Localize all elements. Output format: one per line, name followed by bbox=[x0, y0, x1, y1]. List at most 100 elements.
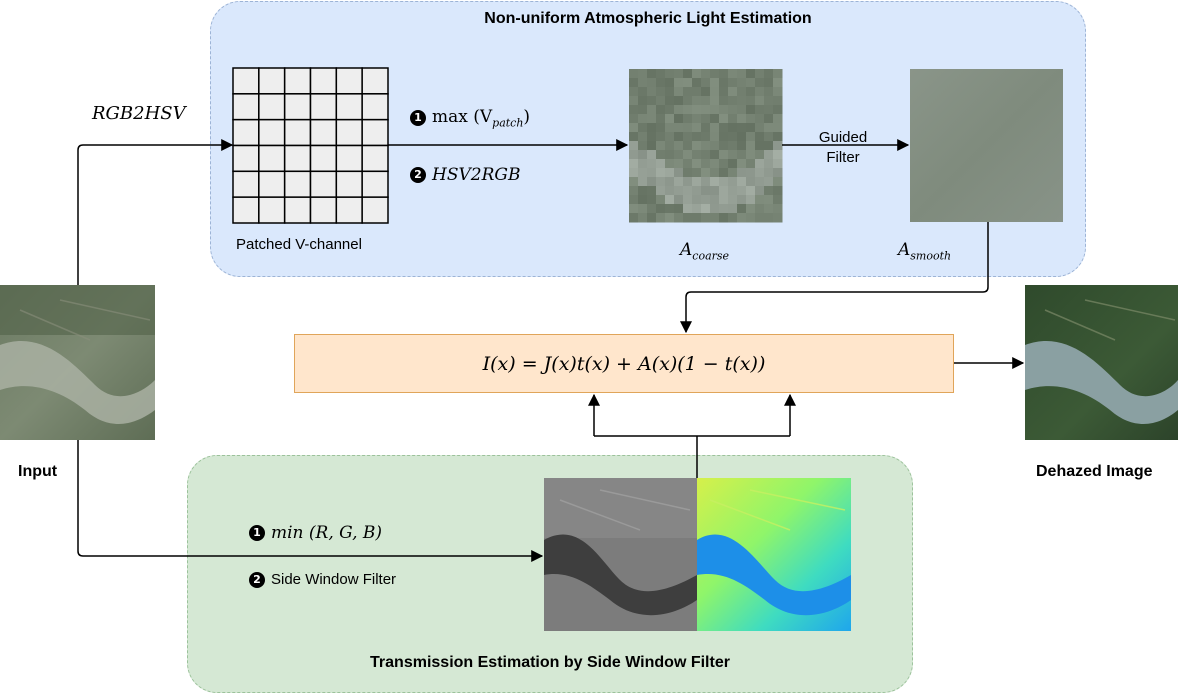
coarse-patch bbox=[719, 123, 729, 133]
coarse-patch bbox=[665, 195, 675, 205]
rgb2hsv-label: RGB2HSV bbox=[92, 103, 186, 124]
coarse-patch bbox=[629, 186, 639, 196]
coarse-patch bbox=[773, 105, 783, 115]
transmission-gray-image bbox=[544, 478, 697, 631]
coarse-patch bbox=[629, 132, 639, 142]
coarse-patch bbox=[701, 96, 711, 106]
coarse-patch bbox=[656, 204, 666, 214]
coarse-patch bbox=[629, 213, 639, 223]
coarse-patch bbox=[773, 213, 783, 223]
coarse-patch bbox=[683, 123, 693, 133]
coarse-patch bbox=[692, 186, 702, 196]
coarse-patch bbox=[656, 105, 666, 115]
coarse-patch bbox=[719, 213, 729, 223]
coarse-patch bbox=[746, 150, 756, 160]
grid-cell bbox=[309, 196, 338, 224]
coarse-patch bbox=[719, 87, 729, 97]
grid-cell bbox=[232, 67, 260, 95]
coarse-patch bbox=[656, 123, 666, 133]
scattering-equation: I(x) = J(x)t(x) + A(x)(1 − t(x)) bbox=[482, 352, 766, 375]
coarse-patch bbox=[665, 159, 675, 169]
coarse-patch bbox=[701, 195, 711, 205]
coarse-patch bbox=[629, 141, 639, 151]
coarse-patch bbox=[719, 186, 729, 196]
coarse-patch bbox=[710, 114, 720, 124]
coarse-patch bbox=[647, 87, 657, 97]
coarse-patch bbox=[773, 132, 783, 142]
coarse-patch bbox=[701, 87, 711, 97]
coarse-patch bbox=[764, 123, 774, 133]
coarse-patch bbox=[755, 78, 765, 88]
coarse-patch bbox=[746, 186, 756, 196]
coarse-patch bbox=[683, 177, 693, 187]
a-coarse-sub: coarse bbox=[692, 249, 730, 263]
coarse-patch bbox=[701, 213, 711, 223]
grid-cell bbox=[309, 118, 338, 147]
coarse-patch bbox=[746, 123, 756, 133]
coarse-patch bbox=[755, 195, 765, 205]
coarse-patch bbox=[746, 213, 756, 223]
coarse-patch bbox=[710, 96, 720, 106]
max-label: max (V bbox=[432, 107, 493, 127]
patched-v-channel-label: Patched V-channel bbox=[236, 236, 362, 253]
coarse-patch bbox=[728, 141, 738, 151]
coarse-patch bbox=[638, 177, 648, 187]
coarse-patch bbox=[629, 96, 639, 106]
step-number-badge: 1 bbox=[249, 525, 265, 541]
coarse-patch bbox=[719, 69, 729, 79]
coarse-patch bbox=[683, 141, 693, 151]
coarse-patch bbox=[692, 141, 702, 151]
atmospheric-panel-title: Non-uniform Atmospheric Light Estimation bbox=[484, 10, 812, 27]
grid-cell bbox=[361, 118, 389, 147]
coarse-patch bbox=[755, 141, 765, 151]
coarse-patch bbox=[674, 141, 684, 151]
grid-cell bbox=[258, 93, 286, 121]
coarse-patch bbox=[773, 78, 783, 88]
coarse-patch bbox=[647, 150, 657, 160]
coarse-patch bbox=[764, 150, 774, 160]
grid-cell bbox=[335, 170, 363, 198]
step-number-badge: 2 bbox=[410, 167, 426, 183]
atmospheric-step-2: 2 HSV2RGB bbox=[410, 165, 520, 185]
coarse-patch bbox=[638, 204, 648, 214]
coarse-patch bbox=[728, 195, 738, 205]
grid-cell bbox=[361, 170, 389, 198]
coarse-patch bbox=[656, 96, 666, 106]
coarse-patch bbox=[764, 87, 774, 97]
transmission-step-2: 2 Side Window Filter bbox=[249, 571, 396, 588]
coarse-patch bbox=[773, 96, 783, 106]
coarse-patch bbox=[665, 114, 675, 124]
grid-cell bbox=[232, 170, 260, 198]
coarse-patch bbox=[764, 141, 774, 151]
coarse-patch bbox=[692, 96, 702, 106]
max-close-paren: ) bbox=[523, 107, 531, 127]
coarse-patch bbox=[773, 69, 783, 79]
coarse-patch bbox=[710, 132, 720, 142]
coarse-patch bbox=[674, 213, 684, 223]
coarse-patch bbox=[629, 150, 639, 160]
coarse-patch bbox=[719, 204, 729, 214]
coarse-patch bbox=[737, 132, 747, 142]
grid-cell bbox=[258, 67, 286, 95]
coarse-patch bbox=[692, 69, 702, 79]
coarse-patch bbox=[728, 168, 738, 178]
coarse-patch bbox=[764, 105, 774, 115]
grid-cell bbox=[283, 67, 312, 95]
coarse-patch bbox=[692, 204, 702, 214]
coarse-patch bbox=[674, 87, 684, 97]
coarse-patch bbox=[719, 150, 729, 160]
coarse-patch bbox=[701, 177, 711, 187]
coarse-patch bbox=[746, 177, 756, 187]
coarse-patch bbox=[710, 69, 720, 79]
coarse-patch bbox=[746, 195, 756, 205]
coarse-patch bbox=[764, 168, 774, 178]
coarse-patch bbox=[638, 195, 648, 205]
coarse-patch bbox=[647, 168, 657, 178]
grid-cell bbox=[335, 93, 363, 121]
coarse-patch bbox=[692, 123, 702, 133]
coarse-patch bbox=[755, 105, 765, 115]
coarse-patch bbox=[629, 87, 639, 97]
coarse-patch bbox=[737, 141, 747, 151]
coarse-patch bbox=[755, 87, 765, 97]
coarse-patch bbox=[728, 114, 738, 124]
